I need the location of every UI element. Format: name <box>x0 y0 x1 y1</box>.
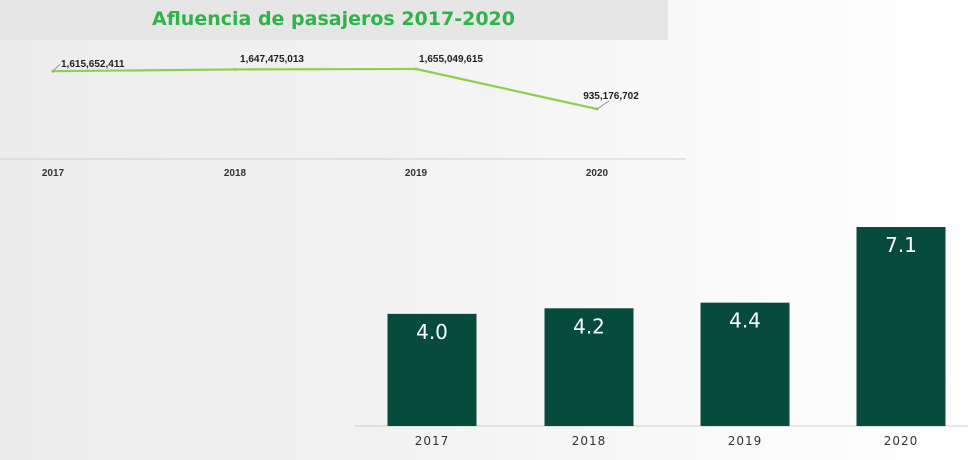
bar-data-label: 7.1 <box>885 233 917 257</box>
line-data-label: 1,655,049,615 <box>419 54 483 65</box>
line-data-label: 935,176,702 <box>583 91 639 102</box>
line-data-label: 1,647,475,013 <box>240 54 304 65</box>
bar-x-tick-label: 2017 <box>415 434 450 448</box>
bar-x-tick-label: 2019 <box>728 434 763 448</box>
line-data-label: 1,615,652,411 <box>61 59 125 70</box>
line-point-2019 <box>414 67 418 71</box>
bar-x-tick-label: 2020 <box>884 434 919 448</box>
line-label-leader <box>52 63 61 72</box>
bar-chart: 4.0 2017 4.2 2018 4.4 2019 7.1 2020 <box>387 227 946 448</box>
bar-x-tick-label: 2018 <box>572 434 607 448</box>
line-x-tick-label: 2017 <box>42 168 65 179</box>
line-series <box>52 67 598 111</box>
title-band: Afluencia de pasajeros 2017-2020 <box>0 0 668 40</box>
line-label-leader <box>596 100 610 110</box>
line-chart: 1,615,652,411 1,647,475,013 1,655,049,615 9… <box>42 54 639 179</box>
line-x-tick-label: 2020 <box>586 168 609 179</box>
chart-title: Afluencia de pasajeros 2017-2020 <box>152 8 515 30</box>
bar-2018 <box>544 308 634 426</box>
bar-2020 <box>856 227 946 426</box>
bar-2017 <box>387 313 477 426</box>
line-x-tick-label: 2019 <box>405 168 428 179</box>
bar-2019 <box>700 302 790 426</box>
line-x-tick-label: 2018 <box>224 168 247 179</box>
bar-data-label: 4.4 <box>729 309 761 333</box>
bar-data-label: 4.2 <box>573 314 605 338</box>
line-point-2018 <box>233 67 237 71</box>
bar-data-label: 4.0 <box>416 320 448 344</box>
